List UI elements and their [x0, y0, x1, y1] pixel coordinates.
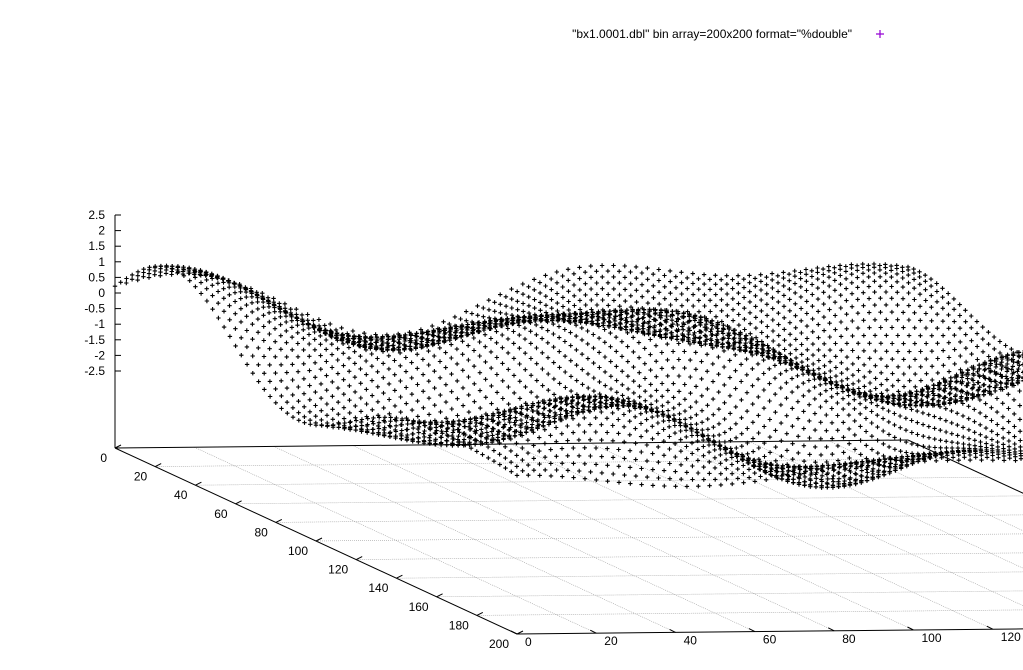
z-tick-label: 0	[98, 286, 105, 300]
y-tick-label: 40	[684, 633, 698, 647]
legend-marker-icon	[876, 30, 884, 38]
legend: "bx1.0001.dbl" bin array=200x200 format=…	[572, 27, 884, 41]
x-tick-label: 20	[134, 470, 148, 484]
x-tick-mark	[436, 593, 443, 598]
grid-line	[432, 444, 835, 632]
x-tick-label: 40	[174, 488, 188, 502]
y-tick-mark	[510, 630, 518, 635]
x-tick-mark	[396, 574, 403, 579]
x-tick-mark	[516, 630, 524, 635]
y-tick-mark	[748, 628, 756, 633]
legend-cross-icon	[876, 30, 884, 38]
grid-line	[749, 441, 1023, 569]
z-tick-label: -2	[94, 348, 105, 362]
base-grid	[155, 440, 1023, 634]
grid-line	[194, 446, 597, 634]
axes	[114, 215, 1023, 635]
y-tick-label: 60	[763, 633, 777, 647]
grid-line	[315, 533, 1023, 542]
x-tick-label: 60	[214, 507, 228, 521]
z-tick-label: 2	[98, 224, 105, 238]
grid-line	[476, 609, 1023, 616]
x-tick-label: 140	[368, 581, 388, 595]
x-tick-label: 180	[449, 618, 469, 632]
y-tick-mark	[907, 626, 914, 631]
x-tick-mark	[235, 500, 242, 505]
x-tick-mark	[114, 444, 122, 449]
x-tick-label: 120	[328, 563, 348, 577]
x-tick-label: 100	[288, 544, 308, 558]
x-tick-mark	[315, 537, 323, 542]
y-tick-mark	[590, 629, 597, 634]
legend-entry-label: "bx1.0001.dbl" bin array=200x200 format=…	[572, 27, 852, 41]
surface-series	[112, 261, 1023, 490]
y-tick-mark	[827, 627, 835, 632]
z-tick-label: 2.5	[88, 208, 105, 222]
z-tick-label: -1.5	[84, 333, 105, 347]
grid-line	[356, 552, 1023, 560]
grid-line	[235, 495, 1023, 505]
x-tick-label: 0	[100, 451, 107, 465]
x-tick-mark	[476, 611, 484, 616]
y-tick-label: 80	[842, 632, 856, 646]
y-tick-label: 0	[525, 635, 532, 649]
back-edge-line	[114, 439, 909, 449]
x-tick-mark	[154, 463, 162, 468]
x-tick-label: 80	[254, 525, 268, 539]
x-tick-mark	[355, 556, 363, 561]
grid-line	[396, 571, 1023, 579]
x-tick-mark	[195, 481, 202, 486]
y-tick-label: 120	[1001, 630, 1021, 644]
y-tick-label: 100	[922, 631, 942, 645]
z-tick-label: -2.5	[84, 364, 105, 378]
z-tick-label: -1	[94, 317, 105, 331]
z-tick-label: 1	[98, 255, 105, 269]
z-tick-label: 0.5	[88, 270, 105, 284]
y-tick-mark	[986, 625, 994, 630]
z-axis-ticks: 2.5 21.5 10.5 0 -0.5-1 -1.5-2 -2.5	[84, 208, 121, 378]
surface-points	[112, 261, 1023, 490]
z-tick-label: 1.5	[88, 239, 105, 253]
grid-line	[275, 514, 1023, 523]
x-axis-ticks: 0 20 40 60 80 100 120 140 160 180 200	[100, 444, 524, 651]
y-tick-label: 20	[604, 634, 618, 648]
back-edge-line	[907, 439, 1023, 494]
x-tick-mark	[275, 518, 283, 523]
y-tick-mark	[669, 628, 676, 633]
z-tick-label: -0.5	[84, 302, 105, 316]
x-tick-label: 160	[409, 600, 429, 614]
grid-line	[436, 590, 1023, 598]
x-tick-label: 200	[489, 637, 509, 651]
